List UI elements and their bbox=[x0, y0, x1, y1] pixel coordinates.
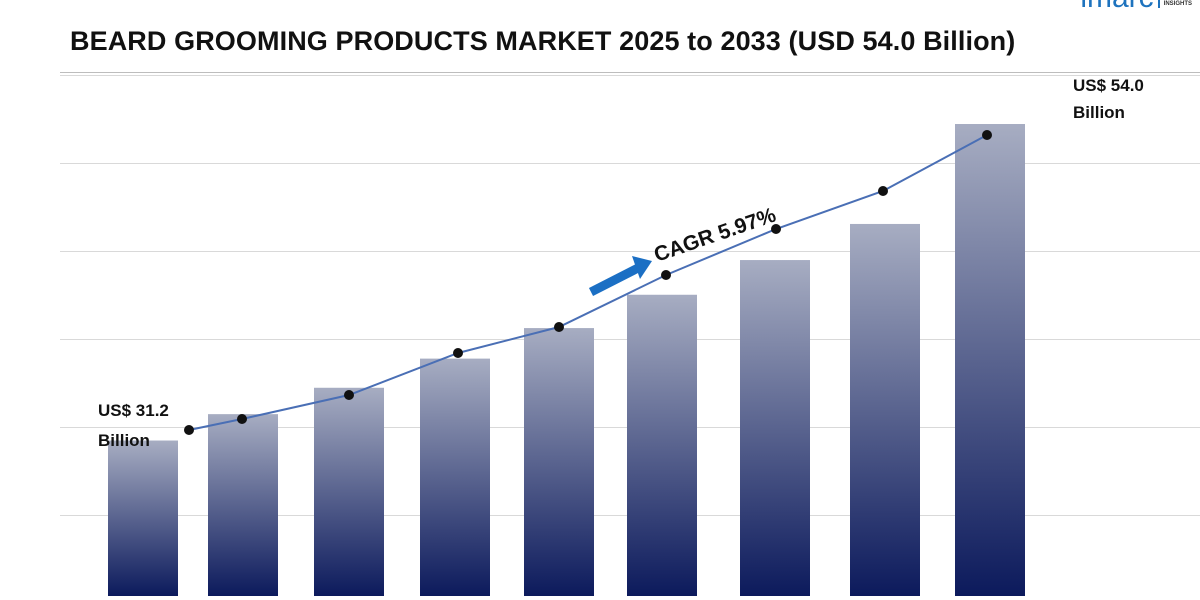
cagr-arrow bbox=[588, 256, 652, 297]
bar-2030 bbox=[627, 294, 697, 596]
trend-point-2033 bbox=[982, 130, 992, 140]
bar-2027 bbox=[314, 387, 384, 596]
bar-2028 bbox=[420, 358, 490, 596]
trend-point-2027 bbox=[344, 390, 354, 400]
end-value-line2: Billion bbox=[1073, 103, 1125, 122]
bars bbox=[108, 124, 1025, 596]
end-value-label: US$ 54.0 Billion bbox=[1073, 76, 1149, 122]
trend-point-2030 bbox=[661, 270, 671, 280]
trend-point-2026 bbox=[237, 414, 247, 424]
logo-divider bbox=[1157, 0, 1160, 8]
trend-points bbox=[184, 130, 992, 435]
bar-2033 bbox=[955, 124, 1025, 596]
bar-2032 bbox=[850, 223, 920, 596]
bar-2026 bbox=[208, 414, 278, 596]
imarc-logo: imarc INSIGHTS bbox=[1080, 0, 1192, 13]
bar-2031 bbox=[740, 260, 810, 596]
trend-point-2028 bbox=[453, 348, 463, 358]
trend-point-2025 bbox=[184, 425, 194, 435]
start-value-label: US$ 31.2 Billion bbox=[98, 401, 174, 450]
trend-point-2032 bbox=[878, 186, 888, 196]
bar-2029 bbox=[524, 328, 594, 596]
logo-word: imarc bbox=[1080, 0, 1153, 13]
start-value-line1: US$ 31.2 bbox=[98, 401, 169, 420]
logo-tag: INSIGHTS bbox=[1163, 1, 1192, 7]
bar-2025 bbox=[108, 440, 178, 596]
chart-title: BEARD GROOMING PRODUCTS MARKET 2025 to 2… bbox=[70, 26, 1016, 56]
title-divider bbox=[60, 72, 1200, 73]
end-value-line1: US$ 54.0 bbox=[1073, 76, 1144, 95]
start-value-line2: Billion bbox=[98, 431, 150, 450]
trend-point-2029 bbox=[554, 322, 564, 332]
trend-point-2031 bbox=[771, 224, 781, 234]
